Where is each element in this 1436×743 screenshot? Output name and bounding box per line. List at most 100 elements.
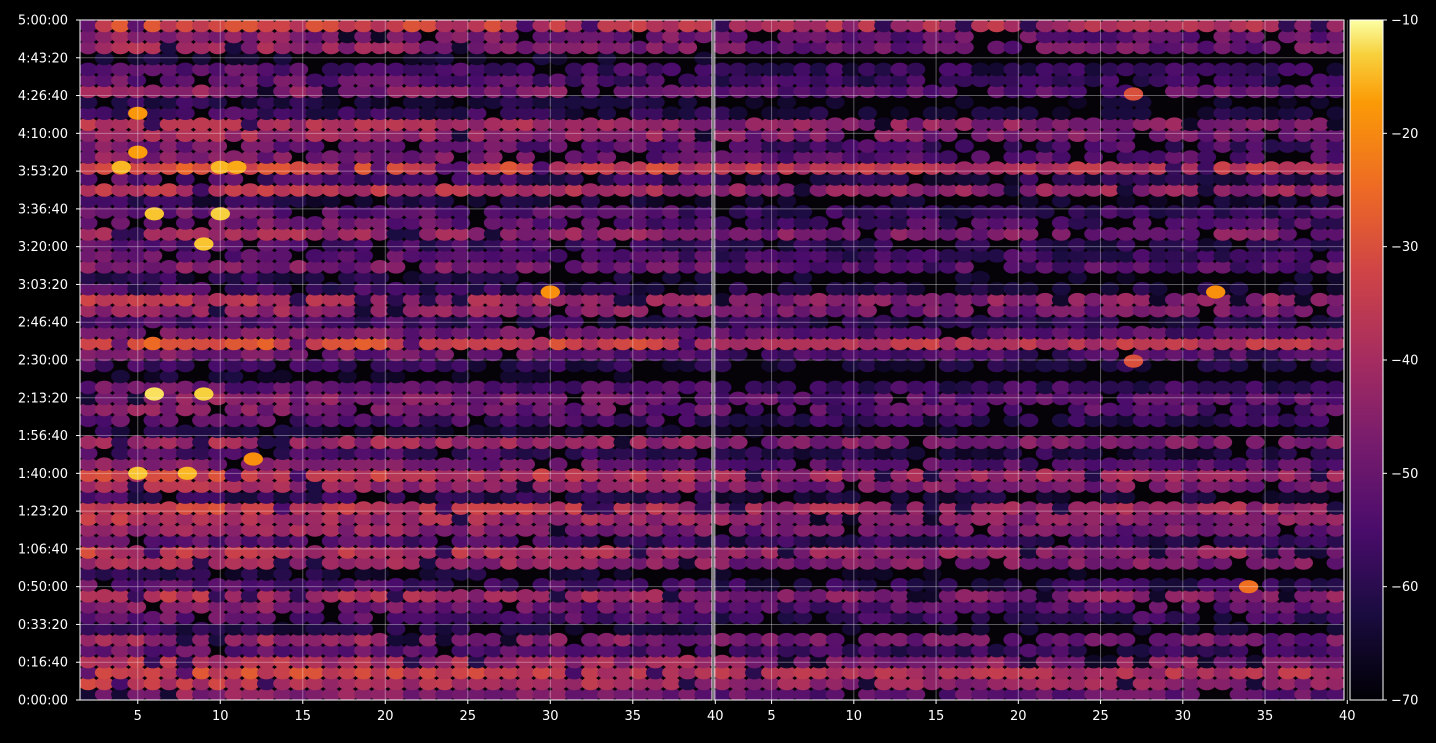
cell-p0-r1-c14 xyxy=(305,676,325,691)
cell-p0-r58-c4 xyxy=(143,51,163,66)
cell-p0-r54-c32 xyxy=(597,95,617,110)
cell-p0-r23-c4 xyxy=(143,435,163,450)
cell-p1-r46-c11 xyxy=(890,183,910,197)
cell-p1-r4-c37 xyxy=(1310,643,1330,658)
cell-p0-r7-c9 xyxy=(224,610,244,625)
cell-p1-r40-c28 xyxy=(1165,249,1184,263)
cell-p0-r37-c34 xyxy=(629,281,649,296)
cell-p0-r61-c15 xyxy=(321,20,341,33)
cell-p1-r10-c16 xyxy=(971,578,990,592)
cell-p0-r26-c29 xyxy=(548,402,568,417)
cell-p1-r21-c16 xyxy=(971,457,990,472)
cell-p0-r32-c21 xyxy=(419,336,438,351)
cell-p1-r33-c18 xyxy=(1003,325,1023,340)
cell-p0-r26-c32 xyxy=(597,402,617,417)
cell-p0-r10-c31 xyxy=(581,578,600,592)
cell-p0-r3-c3 xyxy=(127,654,147,669)
cell-p1-r23-c29 xyxy=(1181,435,1200,450)
cell-p1-r0-c18 xyxy=(1003,687,1023,700)
cell-p1-r9-c1 xyxy=(728,589,748,603)
cell-p1-r59-c2 xyxy=(745,40,764,55)
cell-p0-r54-c34 xyxy=(629,95,649,110)
cell-p1-r10-c3 xyxy=(761,578,780,592)
cell-p1-r0-c19 xyxy=(1019,687,1039,700)
cell-p1-r3-c30 xyxy=(1197,654,1217,669)
cell-p0-r54-c12 xyxy=(273,95,292,110)
cell-p0-r26-c23 xyxy=(451,402,471,417)
cell-p1-r4-c27 xyxy=(1148,643,1168,658)
cell-p0-r27-c0 xyxy=(80,391,98,406)
cell-p1-r15-c27 xyxy=(1148,523,1168,537)
cell-p0-r2-c36 xyxy=(662,665,681,680)
cell-p0-r38-c18 xyxy=(370,270,390,285)
cell-p0-r39-c13 xyxy=(289,260,309,274)
cell-p0-r32-c6 xyxy=(175,336,195,351)
cell-p1-r46-c17 xyxy=(987,183,1007,197)
cell-p0-r21-c27 xyxy=(516,457,535,472)
cell-p0-r5-c22 xyxy=(435,632,454,647)
cell-p1-r7-c1 xyxy=(728,610,748,625)
cell-p0-r7-c22 xyxy=(435,610,454,625)
cell-p1-r5-c14 xyxy=(938,632,958,647)
cell-p1-r8-c15 xyxy=(955,600,974,614)
y-tick-label: 3:20:00 xyxy=(18,240,68,255)
cell-p0-r37-c6 xyxy=(175,281,195,296)
cell-p1-r50-c37 xyxy=(1310,139,1330,153)
cell-p1-r39-c25 xyxy=(1116,260,1136,274)
cell-p0-r33-c13 xyxy=(289,325,309,340)
cell-p0-r14-c25 xyxy=(483,534,503,548)
cell-p1-r25-c25 xyxy=(1116,413,1136,428)
cell-p0-r10-c13 xyxy=(289,578,309,592)
cell-p0-r19-c31 xyxy=(581,479,600,493)
cell-p0-r50-c6 xyxy=(175,139,195,153)
cell-p0-r52-c18 xyxy=(370,117,390,131)
cell-p0-r28-c19 xyxy=(386,380,406,395)
cell-p0-r50-c38 xyxy=(694,139,712,153)
cell-p0-r60-c38 xyxy=(694,29,712,44)
cell-p0-r5-c14 xyxy=(305,632,325,647)
cell-p0-r36-c25 xyxy=(483,292,503,307)
cell-p1-r19-c27 xyxy=(1148,479,1168,493)
cell-p0-r48-c37 xyxy=(678,161,698,175)
cell-p1-r0-c5 xyxy=(793,687,813,700)
cell-p1-r2-c27 xyxy=(1148,665,1168,680)
cell-p1-r30-c19 xyxy=(1019,358,1039,373)
cell-p1-r27-c33 xyxy=(1245,391,1265,406)
cell-p1-r59-c31 xyxy=(1213,40,1233,55)
cell-p1-r8-c38 xyxy=(1326,600,1344,614)
cell-p0-r24-c17 xyxy=(354,424,373,439)
cell-p1-r38-c22 xyxy=(1068,270,1087,285)
cell-p0-r24-c8 xyxy=(208,424,228,439)
cell-p1-r27-c0 xyxy=(714,391,732,406)
cell-p1-r31-c7 xyxy=(825,347,845,362)
cell-p1-r49-c0 xyxy=(714,150,732,164)
cell-p1-r9-c8 xyxy=(841,589,861,603)
cell-p0-r55-c6 xyxy=(175,84,195,99)
cell-p1-r39-c20 xyxy=(1035,260,1055,274)
cell-p0-r23-c36 xyxy=(662,435,681,450)
cell-p1-r12-c29 xyxy=(1181,556,1200,570)
cell-p1-r60-c37 xyxy=(1310,29,1330,44)
cell-p1-r49-c13 xyxy=(922,150,942,164)
cell-p1-r23-c16 xyxy=(971,435,990,450)
y-tick-label: 0:16:40 xyxy=(18,656,68,671)
cell-p0-r54-c0 xyxy=(80,95,98,110)
cell-p1-r5-c15 xyxy=(955,632,974,647)
cell-p0-r8-c13 xyxy=(289,600,309,614)
cell-p1-r50-c15 xyxy=(955,139,974,153)
cell-p0-r41-c32 xyxy=(597,238,617,252)
cell-p1-r14-c15 xyxy=(955,534,974,548)
cell-p1-r7-c12 xyxy=(906,610,926,625)
cell-p0-r51-c38 xyxy=(694,128,712,142)
cell-p0-r45-c24 xyxy=(467,194,487,208)
cell-p1-r27-c30 xyxy=(1197,391,1217,406)
cell-p1-r8-c32 xyxy=(1229,600,1249,614)
cell-p0-r37-c26 xyxy=(500,281,519,296)
cell-p0-r29-c33 xyxy=(613,369,633,384)
hotspot-p0-8 xyxy=(128,145,148,159)
cell-p1-r47-c13 xyxy=(922,172,942,186)
cell-p1-r5-c3 xyxy=(761,632,780,647)
cell-p1-r59-c32 xyxy=(1229,40,1249,55)
cell-p1-r28-c8 xyxy=(841,380,861,395)
cell-p0-r40-c24 xyxy=(467,249,487,263)
